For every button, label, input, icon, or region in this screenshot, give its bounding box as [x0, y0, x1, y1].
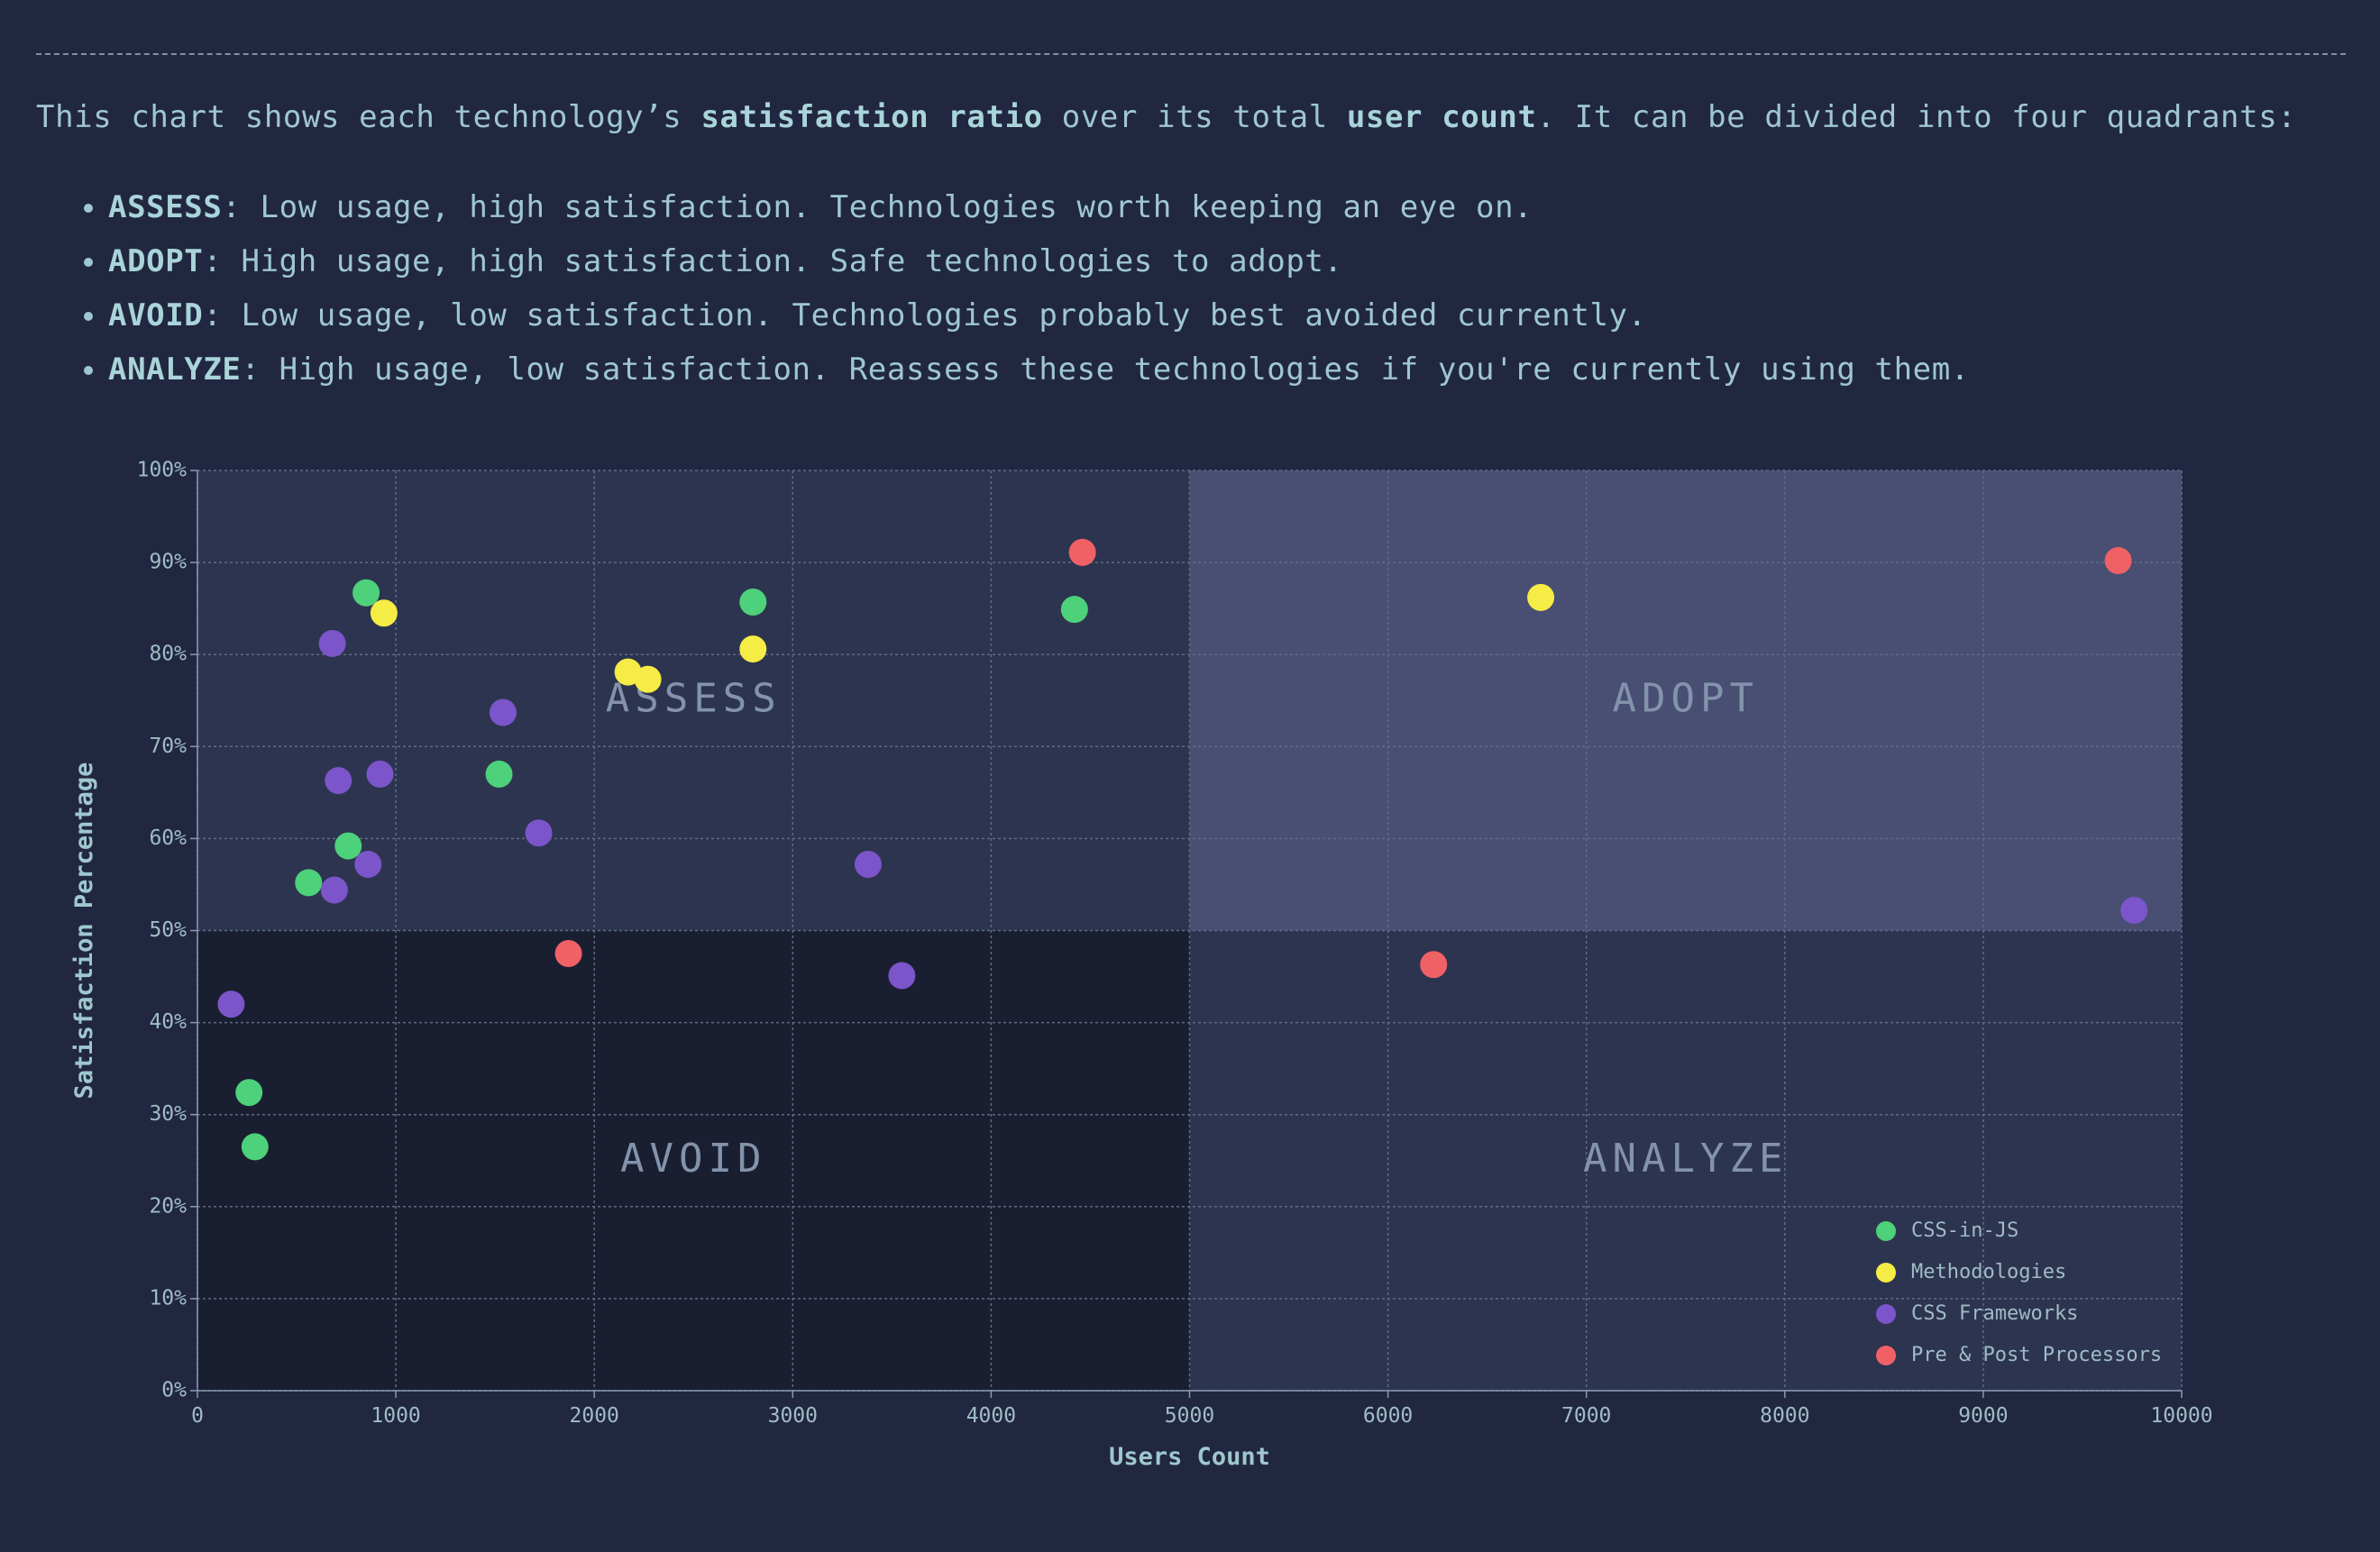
legend-label-methodologies: Methodologies: [1911, 1261, 2066, 1283]
quadrant-name: ADOPT: [108, 243, 204, 279]
data-point-css-in-js: [235, 1079, 263, 1107]
y-tick-label: 80%: [149, 643, 187, 666]
quadrant-label-avoid: AVOID: [620, 1136, 766, 1182]
data-point-css-frameworks: [2120, 897, 2148, 925]
data-point-css-frameworks: [525, 819, 553, 847]
data-point-css-in-js: [1060, 596, 1088, 624]
quadrant-list-item-adopt: ADOPT: High usage, high satisfaction. Sa…: [108, 234, 1970, 288]
quadrant-list: ASSESS: Low usage, high satisfaction. Te…: [72, 180, 1970, 397]
data-point-css-frameworks: [366, 760, 394, 788]
intro-emphasis-satisfaction: satisfaction ratio: [700, 99, 1043, 135]
legend-swatch-pre-post-processors: [1876, 1346, 1896, 1365]
x-tick-label: 9000: [1958, 1404, 2008, 1428]
legend-swatch-css-in-js: [1876, 1221, 1896, 1241]
quadrant-name: ANALYZE: [108, 351, 242, 388]
quadrant-list-item-assess: ASSESS: Low usage, high satisfaction. Te…: [108, 180, 1970, 234]
legend-label-css-frameworks: CSS Frameworks: [1911, 1302, 2078, 1325]
chart-points: [217, 538, 2148, 1161]
y-tick-label: 40%: [149, 1010, 187, 1034]
x-tick-label: 5000: [1165, 1404, 1214, 1428]
x-tick-label: 6000: [1363, 1404, 1413, 1428]
x-tick-label: 4000: [966, 1404, 1016, 1428]
data-point-css-frameworks: [318, 629, 346, 657]
data-point-pre-post-processors: [2104, 547, 2132, 575]
y-tick-label: 10%: [149, 1286, 187, 1310]
data-point-css-in-js: [485, 760, 513, 788]
y-tick-label: 0%: [161, 1379, 187, 1402]
data-point-methodologies: [370, 599, 398, 627]
intro-emphasis-user-count: user count: [1346, 99, 1537, 135]
chart-legend: CSS-in-JS Methodologies CSS Frameworks Pre …: [1876, 1219, 2162, 1366]
chart-axes: 0 1000 2000 3000 4000 5000 6000 7000 8000 9000 100…: [70, 459, 2213, 1472]
quadrant-backgrounds: [197, 470, 2182, 1391]
data-point-pre-post-processors: [554, 940, 582, 968]
data-point-css-frameworks: [320, 876, 348, 904]
y-tick-label: 70%: [149, 735, 187, 758]
quadrant-description: : High usage, high satisfaction. Safe te…: [203, 243, 1343, 279]
data-point-methodologies: [739, 635, 767, 663]
x-tick-label: 2000: [570, 1404, 619, 1428]
x-tick-label: 0: [191, 1404, 204, 1428]
legend-swatch-css-frameworks: [1876, 1304, 1896, 1324]
x-tick-label: 3000: [768, 1404, 818, 1428]
quadrant-avoid-area: [197, 930, 1190, 1391]
x-axis-title: Users Count: [1109, 1443, 1270, 1471]
data-point-css-frameworks: [354, 850, 382, 878]
quadrant-description: : Low usage, high satisfaction. Technolo…: [222, 189, 1533, 225]
data-point-css-frameworks: [854, 850, 882, 878]
data-point-methodologies: [634, 665, 662, 693]
y-tick-label: 100%: [137, 459, 188, 482]
legend-label-pre-post-processors: Pre & Post Processors: [1911, 1344, 2162, 1366]
quadrant-description: : Low usage, low satisfaction. Technolog…: [203, 297, 1647, 333]
data-point-pre-post-processors: [1068, 538, 1096, 566]
y-tick-label: 20%: [149, 1194, 187, 1218]
data-point-css-in-js: [241, 1133, 269, 1161]
y-tick-label: 60%: [149, 826, 187, 850]
intro-text-part: over its total: [1042, 99, 1347, 135]
intro-text-part: . It can be divided into four quadrants:: [1536, 99, 2297, 135]
data-point-css-frameworks: [489, 698, 517, 726]
quadrant-list-item-avoid: AVOID: Low usage, low satisfaction. Tech…: [108, 288, 1970, 342]
data-point-methodologies: [1527, 583, 1555, 611]
x-tick-label: 8000: [1760, 1404, 1809, 1428]
legend-label-css-in-js: CSS-in-JS: [1911, 1219, 2018, 1242]
legend-swatch-methodologies: [1876, 1263, 1896, 1283]
x-tick-label: 7000: [1561, 1404, 1611, 1428]
data-point-css-frameworks: [325, 767, 352, 795]
top-divider: [36, 53, 2346, 55]
quadrant-description: : High usage, low satisfaction. Reassess…: [241, 351, 1970, 388]
x-tick-label: 10000: [2150, 1404, 2212, 1428]
y-tick-label: 50%: [149, 918, 187, 942]
x-tick-label: 1000: [371, 1404, 420, 1428]
y-axis-title: Satisfaction Percentage: [70, 762, 98, 1100]
quadrant-analyze-area: [1189, 930, 2182, 1391]
quadrant-label-adopt: ADOPT: [1613, 675, 1759, 721]
quadrant-list-item-analyze: ANALYZE: High usage, low satisfaction. R…: [108, 342, 1970, 397]
quadrant-name: ASSESS: [108, 189, 223, 225]
data-point-css-in-js: [352, 579, 380, 607]
data-point-css-frameworks: [217, 991, 245, 1018]
data-point-css-in-js: [295, 869, 323, 897]
intro-text-part: This chart shows each technology’s: [36, 99, 701, 135]
quadrant-adopt-area: [1189, 470, 2182, 931]
data-point-css-frameworks: [888, 962, 916, 990]
intro-text: This chart shows each technology’s satis…: [36, 94, 2296, 141]
quadrant-label-analyze: ANALYZE: [1583, 1136, 1788, 1182]
data-point-css-in-js: [334, 832, 362, 860]
data-point-pre-post-processors: [1420, 951, 1448, 979]
data-point-css-in-js: [739, 589, 767, 616]
y-tick-label: 90%: [149, 551, 187, 574]
quadrant-name: AVOID: [108, 297, 204, 333]
y-tick-label: 30%: [149, 1102, 187, 1126]
